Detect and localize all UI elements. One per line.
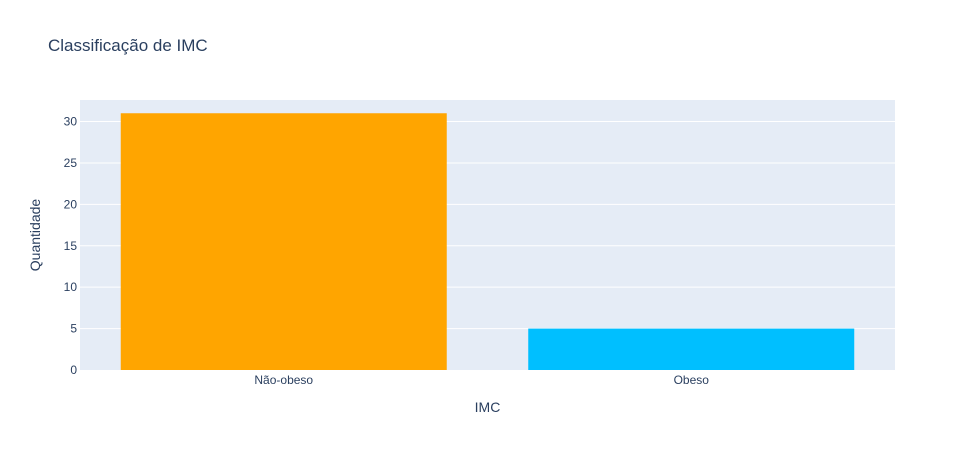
y-tick-label: 5 [70,322,77,336]
x-tick-label: Não-obeso [254,373,313,387]
y-tick-label: 20 [64,197,78,211]
y-tick-label: 25 [64,156,78,170]
y-tick-label: 0 [70,363,77,377]
bars [120,113,855,371]
y-tick-label: 30 [64,115,78,129]
y-tick-label: 15 [64,239,78,253]
x-tick-label: Obeso [674,373,710,387]
bar-1 [120,113,447,371]
x-axis-ticks: Não-obeso Obeso [254,373,709,387]
chart-title: Classificação de IMC [48,36,208,55]
x-axis-title: IMC [475,399,501,415]
y-axis-title: Quantidade [27,199,43,272]
y-tick-label: 10 [64,280,78,294]
bar-2 [528,328,855,370]
y-axis-ticks: 0 5 10 15 20 25 30 [64,115,78,377]
